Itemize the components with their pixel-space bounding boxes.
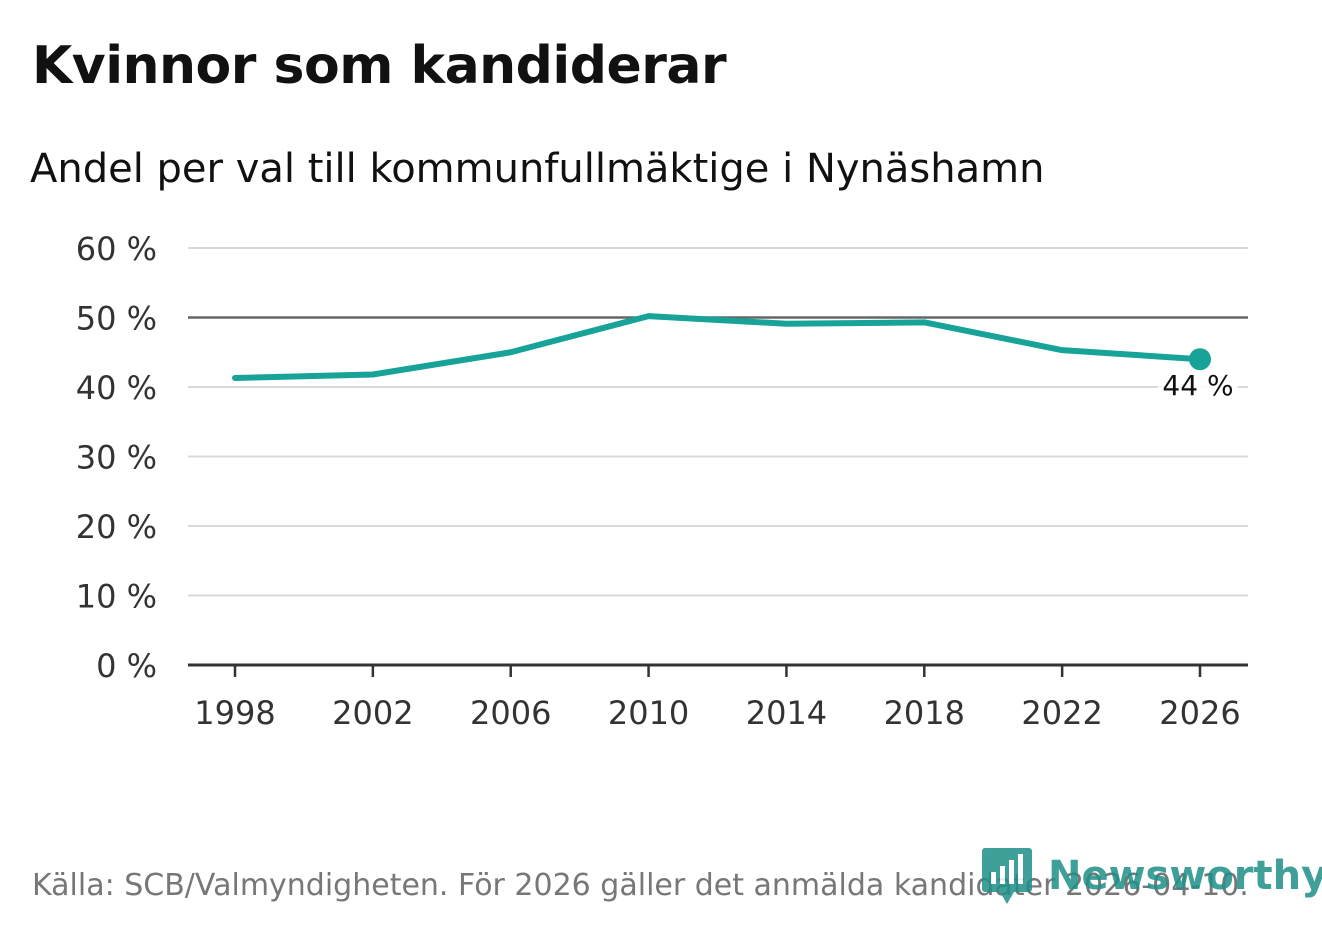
y-tick-label: 50 % <box>76 300 157 338</box>
x-tick-label: 1998 <box>194 694 275 732</box>
y-tick-label: 60 % <box>76 230 157 268</box>
end-point-marker <box>1189 348 1211 371</box>
y-axis-labels: 0 % 10 % 20 % 30 % 40 % 50 % 60 % <box>76 230 157 685</box>
y-tick-label: 10 % <box>76 578 157 616</box>
chart-title: Kvinnor som kandiderar <box>32 36 727 96</box>
gridlines <box>188 247 1248 597</box>
newsworthy-logo-icon <box>982 848 1032 904</box>
x-tick-label: 2002 <box>332 694 413 732</box>
chart-subtitle: Andel per val till kommunfullmäktige i N… <box>30 146 1045 192</box>
x-tick-label: 2014 <box>746 694 827 732</box>
y-tick-label: 30 % <box>76 439 157 477</box>
data-labels: 44 % <box>1158 369 1238 404</box>
source-note: Källa: SCB/Valmyndigheten. För 2026 gäll… <box>32 868 1249 903</box>
brand-name: Newsworthy <box>1048 853 1322 899</box>
x-axis-labels: 1998 2002 2006 2010 2014 2018 2022 2026 <box>194 694 1240 732</box>
series-line <box>232 313 1203 381</box>
x-tick-label: 2022 <box>1021 694 1102 732</box>
x-tick-label: 2010 <box>608 694 689 732</box>
x-tick-label: 2026 <box>1159 694 1240 732</box>
end-label-background <box>1158 371 1238 404</box>
y-tick-label: 40 % <box>76 369 157 407</box>
x-axis <box>188 663 1248 677</box>
series-group <box>232 313 1211 381</box>
y-tick-label: 20 % <box>76 508 157 546</box>
x-tick-label: 2018 <box>884 694 965 732</box>
line-chart: 0 % 10 % 20 % 30 % 40 % 50 % 60 % 1998 2002 2006… <box>76 230 1248 732</box>
end-value-label: 44 % <box>1162 369 1233 402</box>
y-tick-label: 0 % <box>96 647 157 685</box>
x-tick-label: 2006 <box>470 694 551 732</box>
brand-logo: Newsworthy <box>982 848 1322 904</box>
